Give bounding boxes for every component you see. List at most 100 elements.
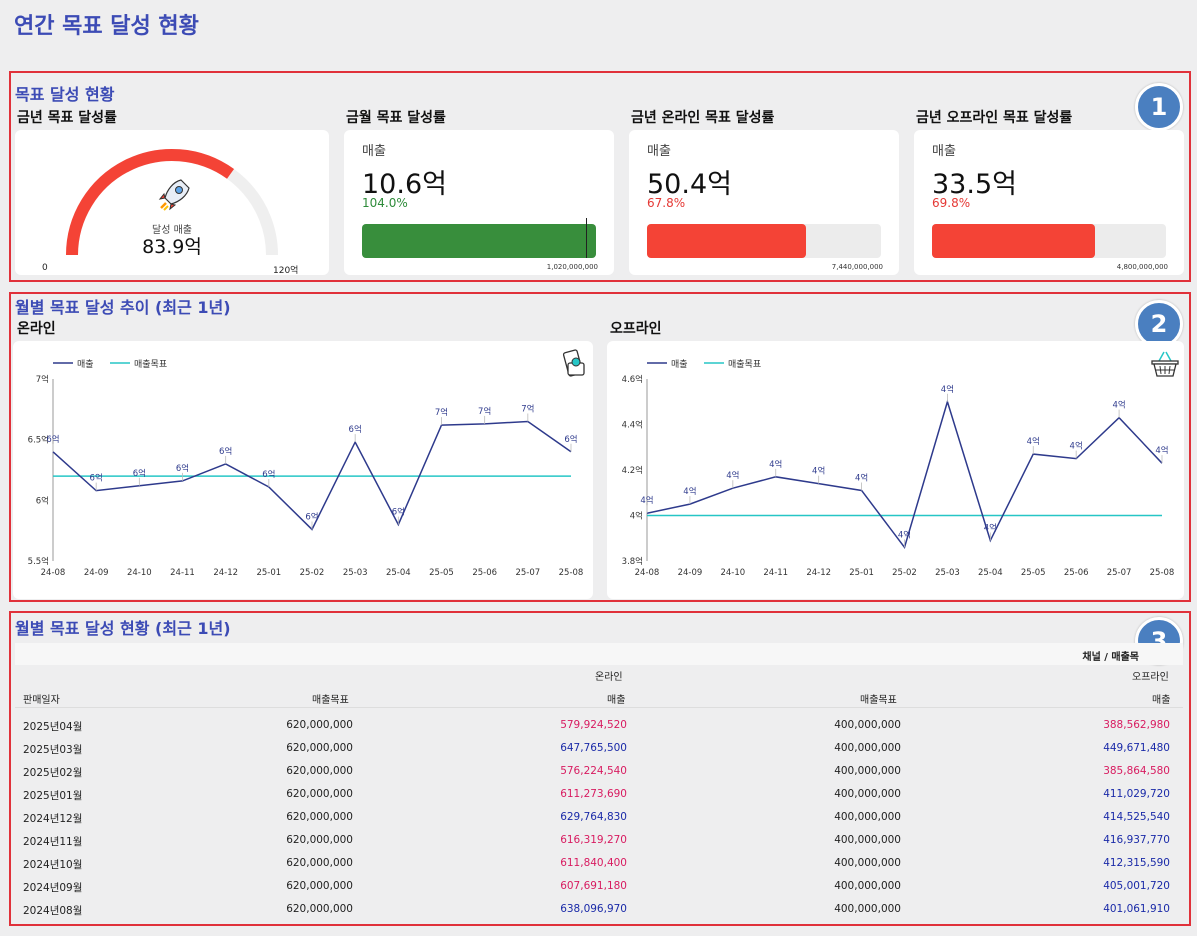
x-tick-label: 25-08 (559, 568, 584, 578)
kpi-card-offline: 매출 33.5억 69.8% 4,800,000,000 (914, 130, 1184, 275)
kpi-progress-fill (932, 224, 1096, 258)
x-tick-label: 25-02 (892, 568, 917, 578)
data-label: 6억 (349, 424, 362, 435)
cell-offline-sales: 412,315,590 (1103, 857, 1170, 869)
goal-status-section: 목표 달성 현황 1 금년 목표 달성률 달성 매출 83.9억 0 120억 … (9, 71, 1191, 282)
cell-online-target: 620,000,000 (286, 811, 353, 823)
y-tick-label: 7억 (36, 374, 49, 385)
section-title: 월별 목표 달성 현황 (최근 1년) (15, 619, 231, 638)
cell-date: 2024년08월 (23, 905, 83, 917)
cell-online-sales: 616,319,270 (560, 834, 627, 846)
table-header-bar (15, 643, 1183, 665)
gauge-chart (66, 149, 278, 256)
cell-offline-target: 400,000,000 (834, 719, 901, 731)
x-tick-label: 24-10 (127, 568, 152, 578)
kpi-value: 50.4억 (647, 169, 732, 200)
header-online-sales[interactable]: 매출 (607, 695, 626, 706)
table-row[interactable]: 2024년08월 620,000,000 638,096,970 400,000,00… (15, 898, 1183, 921)
legend-label-target: 매출목표 (728, 359, 761, 370)
y-tick-label: 6억 (36, 495, 49, 506)
cell-date: 2025년03월 (23, 744, 83, 756)
x-tick-label: 24-08 (41, 568, 66, 578)
section-badge: 2 (1135, 300, 1183, 348)
x-tick-label: 25-03 (343, 568, 368, 578)
chart-subtitle-online: 온라인 (17, 321, 56, 337)
header-divider (15, 707, 1183, 708)
table-header-group: 채널 / 매출목 (1082, 652, 1139, 663)
kpi-label: 매출 (362, 144, 386, 159)
table-row[interactable]: 2025년03월 620,000,000 647,765,500 400,000,00… (15, 737, 1183, 760)
table-row[interactable]: 2024년09월 620,000,000 607,691,180 400,000,00… (15, 875, 1183, 898)
table-row[interactable]: 2025년04월 620,000,000 579,924,520 400,000,00… (15, 714, 1183, 737)
y-tick-label: 4.6억 (622, 374, 643, 385)
x-tick-label: 25-04 (386, 568, 411, 578)
kpi-value: 10.6억 (362, 169, 447, 200)
kpi-max: 1,020,000,000 (546, 263, 598, 271)
x-tick-label: 24-08 (635, 568, 660, 578)
cell-date: 2025년01월 (23, 790, 83, 802)
header-date[interactable]: 판매일자 (23, 695, 60, 706)
cell-date: 2024년09월 (23, 882, 83, 894)
cell-date: 2024년11월 (23, 836, 83, 848)
offline-line-chart: 매출 매출목표 3.8억 4억 4.2억 4.4억 4.6억 24-08 24-09 24-10 2… (622, 359, 1175, 578)
legend-label-target: 매출목표 (134, 359, 167, 370)
y-tick-label: 6.5억 (28, 435, 49, 446)
x-tick-label: 24-09 (84, 568, 109, 578)
y-tick-label: 3.8억 (622, 556, 643, 567)
data-label: 7억 (435, 407, 448, 418)
cell-online-target: 620,000,000 (286, 880, 353, 892)
mobile-shopping-icon (562, 349, 585, 377)
gauge-fill (66, 149, 235, 256)
table-row[interactable]: 2025년01월 620,000,000 611,273,690 400,000,00… (15, 783, 1183, 806)
table-row[interactable]: 2024년12월 620,000,000 629,764,830 400,000,00… (15, 806, 1183, 829)
cell-date: 2025년04월 (23, 721, 83, 733)
kpi-progress-bar (362, 218, 596, 258)
x-tick-label: 24-11 (763, 568, 788, 578)
x-tick-label: 25-04 (978, 568, 1003, 578)
table-row[interactable]: 2024년11월 620,000,000 616,319,270 400,000,00… (15, 829, 1183, 852)
cell-online-sales: 611,840,400 (560, 857, 627, 869)
data-label: 6억 (46, 434, 59, 445)
shopping-basket-icon (1151, 351, 1179, 377)
x-tick-label: 25-07 (1107, 568, 1132, 578)
monthly-table-section: 월별 목표 달성 현황 (최근 1년) 3 채널 / 매출목 온라인 오프라인 … (9, 611, 1191, 926)
data-label: 4억 (726, 470, 739, 481)
page-title: 연간 목표 달성 현황 (14, 14, 199, 39)
cell-offline-target: 400,000,000 (834, 903, 901, 915)
data-label: 4억 (898, 529, 911, 540)
x-tick-label: 25-02 (300, 568, 325, 578)
header-offline-target[interactable]: 매출목표 (860, 695, 897, 706)
cell-offline-sales: 411,029,720 (1103, 788, 1170, 800)
kpi-percent: 67.8% (647, 196, 686, 210)
kpi-progress-fill (362, 224, 596, 258)
gauge-max: 120억 (273, 266, 299, 276)
header-channel-online: 온라인 (595, 672, 623, 683)
sales-line (646, 399, 1163, 549)
cell-offline-target: 400,000,000 (834, 811, 901, 823)
header-online-target[interactable]: 매출목표 (312, 695, 349, 706)
data-label: 4억 (1112, 400, 1125, 411)
kpi-max: 7,440,000,000 (831, 263, 883, 271)
cell-online-target: 620,000,000 (286, 765, 353, 777)
section-badge: 1 (1135, 83, 1183, 131)
cell-offline-target: 400,000,000 (834, 742, 901, 754)
data-label: 4억 (984, 523, 997, 534)
cell-offline-sales: 416,937,770 (1103, 834, 1170, 846)
x-tick-label: 25-01 (256, 568, 281, 578)
kpi-percent: 104.0% (362, 196, 408, 210)
gauge-min: 0 (42, 263, 48, 273)
table-row[interactable]: 2024년10월 620,000,000 611,840,400 400,000,00… (15, 852, 1183, 875)
legend-label-sales: 매출 (77, 359, 94, 370)
cell-online-sales: 607,691,180 (560, 880, 627, 892)
data-label: 6억 (133, 468, 146, 479)
data-label: 4억 (812, 466, 825, 477)
table-row[interactable]: 2025년02월 620,000,000 576,224,540 400,000,00… (15, 760, 1183, 783)
legend-label-sales: 매출 (671, 359, 688, 370)
offline-chart-card: 매출 매출목표 3.8억 4억 4.2억 4.4억 4.6억 24-08 24-09 24-10 2… (607, 341, 1184, 599)
header-offline-sales[interactable]: 매출 (1152, 695, 1171, 706)
cell-online-target: 620,000,000 (286, 719, 353, 731)
cell-offline-target: 400,000,000 (834, 788, 901, 800)
kpi-card-title-online: 금년 온라인 목표 달성률 (631, 110, 775, 126)
header-channel-offline: 오프라인 (1132, 672, 1169, 683)
rocket-icon (158, 179, 190, 211)
